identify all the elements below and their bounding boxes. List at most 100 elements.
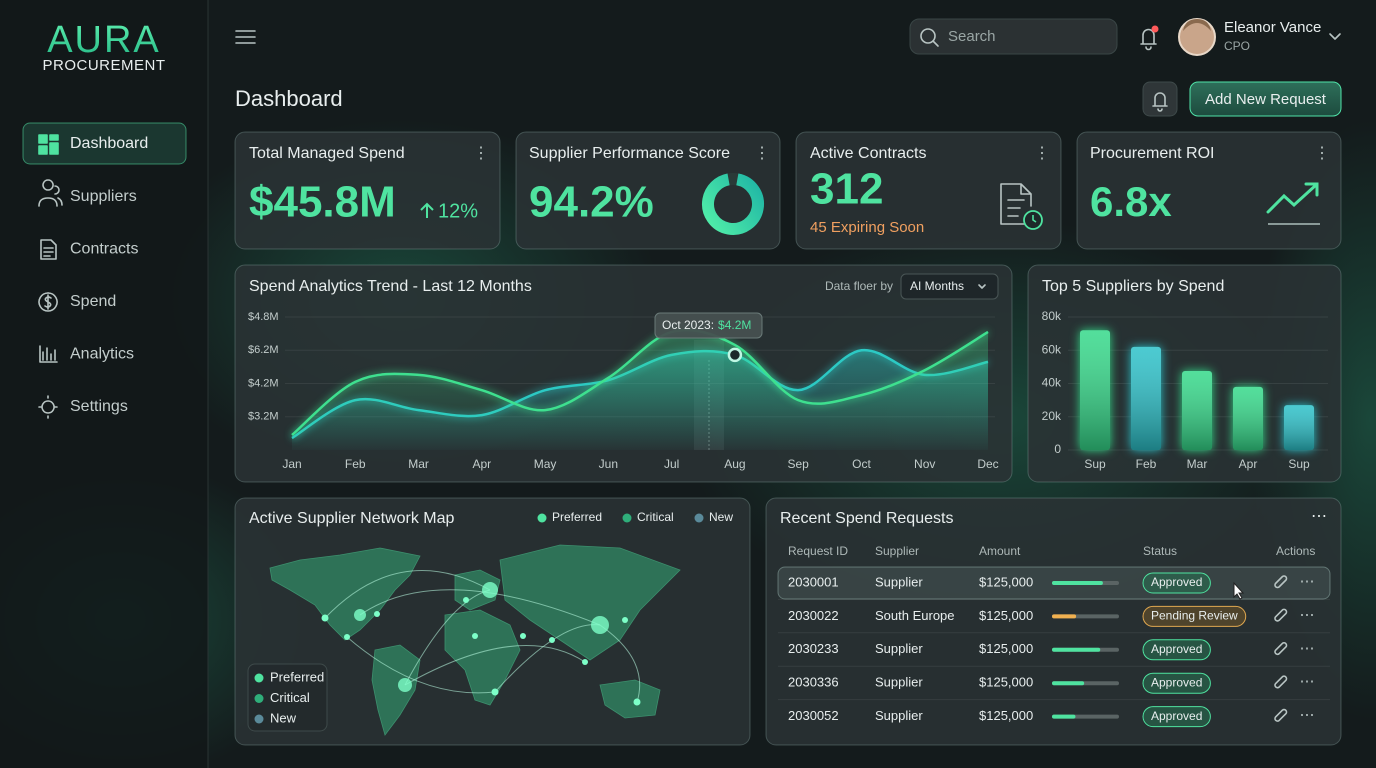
node bbox=[520, 633, 526, 639]
search-icon bbox=[920, 28, 936, 44]
node bbox=[398, 678, 412, 692]
legend-dot bbox=[694, 513, 704, 523]
legend-label: Critical bbox=[637, 510, 674, 524]
nav-item[interactable]: Analytics bbox=[39, 345, 134, 363]
bar-shade bbox=[1284, 405, 1314, 450]
legend-label: Preferred bbox=[270, 669, 324, 684]
nav-item[interactable]: Suppliers bbox=[38, 179, 137, 207]
status-pill bbox=[1142, 605, 1247, 627]
chart-title: Top 5 Suppliers by Spend bbox=[1042, 278, 1224, 295]
node bbox=[633, 698, 641, 706]
requests-card bbox=[765, 497, 1342, 746]
y-tick-label: 20k bbox=[1042, 409, 1062, 423]
legend-label: New bbox=[270, 710, 297, 725]
tooltip bbox=[654, 312, 763, 339]
column-header: Request ID bbox=[788, 544, 848, 558]
legend-dot bbox=[622, 513, 632, 523]
user-role: CPO bbox=[1224, 39, 1250, 53]
notification-button[interactable] bbox=[1140, 25, 1159, 51]
avatar[interactable] bbox=[1178, 18, 1216, 56]
search-box[interactable] bbox=[909, 18, 1118, 55]
kebab[interactable]: ⋮ bbox=[473, 145, 489, 162]
more-action[interactable]: ⋯ bbox=[1300, 606, 1315, 623]
legend-dot bbox=[537, 513, 547, 523]
badge bbox=[1151, 25, 1159, 33]
column-header: Amount bbox=[979, 544, 1021, 558]
x-tick-label: Sup bbox=[1084, 457, 1106, 471]
kebab[interactable]: ⋮ bbox=[754, 145, 770, 162]
link-action[interactable] bbox=[1274, 575, 1288, 589]
column-header: Status bbox=[1143, 544, 1177, 558]
node bbox=[463, 597, 469, 603]
x-tick-label: Mar bbox=[1187, 457, 1208, 471]
logo-sub: PROCUREMENT bbox=[42, 57, 165, 74]
menu-button[interactable] bbox=[235, 30, 256, 44]
more-button[interactable]: ⋯ bbox=[1311, 508, 1327, 525]
more-action[interactable]: ⋯ bbox=[1300, 573, 1315, 590]
y-tick-label: $4.8M bbox=[248, 311, 279, 323]
add-request-button[interactable] bbox=[1189, 81, 1342, 117]
kpi-title: Supplier Performance Score bbox=[529, 145, 730, 162]
y-tick-label: $4.2M bbox=[248, 377, 279, 389]
cell-amount: $125,000 bbox=[979, 641, 1033, 656]
legend-dot bbox=[254, 673, 264, 683]
world-map bbox=[269, 544, 681, 736]
x-tick-label: Jun bbox=[599, 457, 618, 471]
kpi-title: Total Managed Spend bbox=[249, 145, 405, 162]
nav-icon bbox=[38, 179, 63, 207]
cell-id: 2030022 bbox=[788, 608, 839, 623]
network-arcs bbox=[324, 569, 641, 703]
y-tick-label: 40k bbox=[1042, 376, 1062, 390]
link-action[interactable] bbox=[1274, 708, 1288, 722]
node bbox=[321, 614, 329, 622]
sidebar bbox=[0, 0, 208, 768]
cell-amount: $125,000 bbox=[979, 675, 1033, 690]
node bbox=[374, 611, 380, 617]
nav-icon bbox=[38, 395, 58, 419]
kpi-card bbox=[1076, 131, 1342, 250]
kpi-card bbox=[795, 131, 1062, 250]
kebab[interactable]: ⋮ bbox=[1314, 145, 1330, 162]
nav-item[interactable]: Contracts bbox=[40, 239, 138, 260]
tooltip-value: $4.2M bbox=[718, 318, 751, 332]
progress-bar bbox=[1052, 681, 1085, 686]
cell-supplier: Supplier bbox=[875, 574, 923, 589]
more-action[interactable]: ⋯ bbox=[1300, 707, 1315, 724]
x-tick-label: Apr bbox=[472, 457, 491, 471]
cell-supplier: Supplier bbox=[875, 641, 923, 656]
kpi-value: $45.8M bbox=[249, 178, 396, 227]
continent bbox=[499, 544, 681, 661]
node bbox=[549, 637, 555, 643]
status-label: Pending Review bbox=[1151, 609, 1238, 623]
tooltip-text: Oct 2023: $4.2M bbox=[662, 318, 751, 332]
chevron[interactable] bbox=[1329, 33, 1341, 40]
link-action[interactable] bbox=[1274, 642, 1288, 656]
kpi-change: 12% bbox=[438, 200, 478, 222]
alert-button[interactable] bbox=[1142, 81, 1178, 117]
table-title: Recent Spend Requests bbox=[780, 510, 953, 527]
arc bbox=[359, 589, 601, 626]
more-action[interactable]: ⋯ bbox=[1300, 640, 1315, 657]
nav-item[interactable]: Spend bbox=[38, 292, 116, 312]
bar-shade bbox=[1131, 346, 1161, 450]
chart-title: Spend Analytics Trend - Last 12 Months bbox=[249, 278, 532, 295]
nav-label: Settings bbox=[70, 398, 128, 415]
x-tick-label: Nov bbox=[914, 457, 935, 471]
kebab[interactable]: ⋮ bbox=[1034, 145, 1050, 162]
link-action[interactable] bbox=[1274, 608, 1288, 622]
continent bbox=[599, 679, 661, 719]
y-tick-label: $6.2M bbox=[248, 344, 279, 356]
map-title: Active Supplier Network Map bbox=[249, 510, 455, 527]
more-action[interactable]: ⋯ bbox=[1300, 673, 1315, 690]
nav-icon bbox=[40, 239, 57, 260]
nav-item[interactable]: Settings bbox=[38, 395, 128, 419]
cell-amount: $125,000 bbox=[979, 574, 1033, 589]
cell-id: 2030336 bbox=[788, 675, 839, 690]
x-tick-label: Mar bbox=[408, 457, 429, 471]
status-label: Approved bbox=[1151, 575, 1202, 589]
status-label: Approved bbox=[1151, 709, 1202, 723]
link-action[interactable] bbox=[1274, 675, 1288, 689]
nav-item[interactable]: Dashboard bbox=[38, 134, 148, 155]
filter-dropdown[interactable] bbox=[900, 273, 999, 300]
bell-icon bbox=[1152, 92, 1168, 112]
